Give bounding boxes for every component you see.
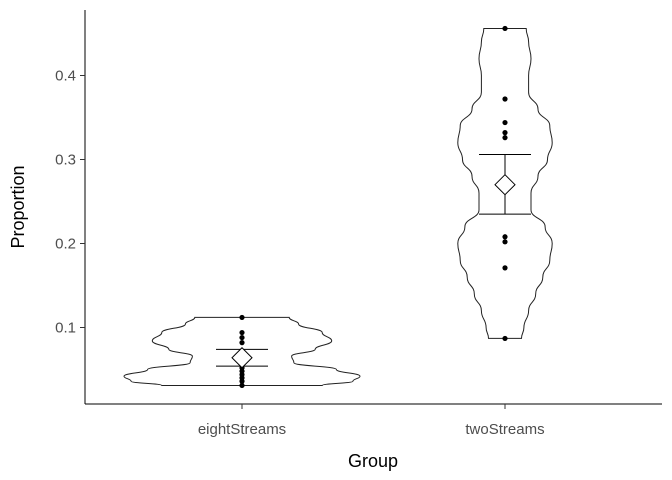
x-ticks: eightStreams twoStreams [198,404,545,438]
data-point [502,130,508,136]
y-tick-label: 0.2 [55,236,76,253]
y-tick-label: 0.1 [55,320,76,337]
data-point [239,334,245,341]
x-axis-title: Group [348,451,398,471]
data-point [239,382,245,389]
data-point [239,340,245,346]
x-tick-label: eightStreams [198,421,286,438]
y-tick-label: 0.4 [55,68,76,85]
violin-group-eightStreams [123,314,361,389]
data-point [502,25,508,32]
mean-diamond [494,173,516,196]
violin-group-twoStreams [457,25,553,342]
data-point [239,329,245,336]
data-point [502,335,508,342]
data-point [239,378,245,384]
mean-diamond [231,347,253,369]
data-point [502,119,508,126]
data-point [502,265,508,271]
plot-area [123,25,553,389]
y-ticks: 0.1 0.2 0.3 0.4 [55,68,85,337]
data-point [239,314,245,321]
x-tick-label: twoStreams [465,421,544,438]
y-tick-label: 0.3 [55,152,76,169]
data-point [502,96,508,102]
data-point [502,135,508,141]
data-point [502,234,508,240]
data-point [502,239,508,245]
y-axis-title: Proportion [8,165,28,248]
